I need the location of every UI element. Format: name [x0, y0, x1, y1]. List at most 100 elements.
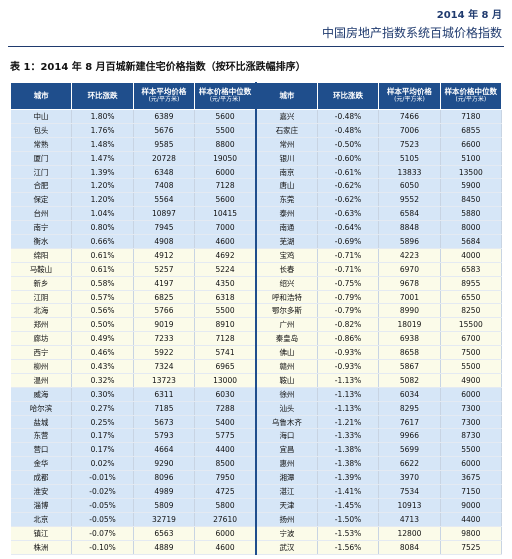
table-cell: 8096 [133, 470, 196, 486]
table-cell: 7128 [194, 331, 257, 347]
table-cell: 6825 [133, 290, 196, 305]
table-cell: 20728 [133, 151, 196, 166]
table-cell: 1.76% [71, 123, 134, 138]
table-cell: 5500 [194, 123, 257, 138]
table-cell: -0.79% [317, 303, 380, 319]
table-cell: -0.02% [71, 484, 134, 499]
column-header: 样本平均价格 (元/平方米) [378, 82, 441, 110]
table-cell: 10897 [133, 206, 196, 222]
table-cell: -1.56% [317, 540, 380, 555]
table-cell: 营口 [10, 442, 73, 458]
table-cell: -0.48% [317, 109, 380, 124]
table-cell: 4600 [194, 540, 257, 555]
header: 2014 年 8 月 中国房地产指数系统百城价格指数 [322, 6, 502, 41]
table-cell: 6348 [133, 165, 196, 180]
table-row: 南宁 0.80% 7945 7000 南通 -0.64% 8848 8000 [10, 220, 503, 236]
table-cell: 4400 [440, 512, 503, 527]
table-cell: 盐城 [10, 415, 73, 430]
table-cell: 6563 [133, 526, 196, 541]
table-cell: 保定 [10, 192, 73, 208]
table-cell: -1.21% [317, 415, 380, 430]
table-cell: 7525 [440, 540, 503, 555]
table-cell: 19050 [194, 151, 257, 166]
table-cell: 1.20% [71, 178, 134, 194]
table-cell: 江门 [10, 165, 73, 180]
table-cell: 威海 [10, 387, 73, 402]
table-cell: 8250 [440, 303, 503, 319]
table-cell: 4725 [194, 484, 257, 499]
table-cell: 东营 [10, 428, 73, 444]
table-cell: 0.02% [71, 456, 134, 472]
table-cell: 4692 [194, 248, 257, 263]
column-label: 样本平均价格 [141, 87, 187, 97]
table-cell: 银川 [254, 151, 318, 166]
table-cell: 8295 [378, 401, 441, 416]
table-cell: 宁波 [254, 526, 318, 541]
table-cell: -0.05% [71, 512, 134, 527]
table-row: 西宁 0.46% 5922 5741 佛山 -0.93% 8658 7500 [10, 345, 503, 361]
table-cell: 5809 [133, 498, 196, 513]
table-cell: 13833 [378, 165, 441, 180]
column-unit: (元/平方米) [455, 95, 487, 103]
table-cell: 包头 [10, 123, 73, 138]
table-cell: -1.13% [317, 387, 380, 402]
table-cell: 9019 [133, 317, 196, 333]
table-row: 株洲 -0.10% 4889 4600 武汉 -1.56% 8084 7525 [10, 540, 503, 555]
table-cell: 徐州 [254, 387, 318, 402]
table-cell: 7300 [440, 415, 503, 430]
table-cell: 南京 [254, 165, 318, 180]
table-cell: 8084 [378, 540, 441, 555]
table-row: 金华 0.02% 9290 8500 惠州 -1.38% 6622 6000 [10, 456, 503, 472]
report-title: 中国房地产指数系统百城价格指数 [321, 26, 502, 40]
table-cell: 6000 [440, 387, 503, 402]
table-row: 江门 1.39% 6348 6000 南京 -0.61% 13833 13500 [10, 165, 503, 180]
table-cell: 13723 [133, 373, 196, 388]
column-label: 城市 [279, 90, 295, 100]
table-cell: 6584 [378, 206, 441, 222]
table-cell: 5600 [194, 192, 257, 208]
table-cell: 5741 [194, 345, 257, 361]
table-row: 厦门 1.47% 20728 19050 银川 -0.60% 5105 5100 [10, 151, 503, 166]
table-row: 盐城 0.25% 5673 5400 乌鲁木齐 -1.21% 7617 7300 [10, 415, 503, 430]
table-cell: 哈尔滨 [10, 401, 73, 416]
table-cell: 7300 [440, 401, 503, 416]
table-cell: 汕头 [254, 401, 318, 416]
table-cell: 广州 [254, 317, 318, 333]
table-cell: 0.46% [71, 345, 134, 361]
table-cell: 乌鲁木齐 [254, 415, 318, 430]
table-cell: -0.50% [317, 137, 380, 152]
table-cell: 廊坊 [10, 331, 73, 347]
table-cell: 9966 [378, 428, 441, 444]
table-cell: 9552 [378, 192, 441, 208]
column-header: 样本平均价格 (元/平方米) [132, 82, 196, 110]
table-cell: 6050 [378, 178, 441, 194]
column-label: 样本价格中位数 [198, 87, 252, 97]
table-cell: 7185 [133, 401, 196, 416]
table-cell: 6938 [378, 331, 441, 347]
column-header: 样本价格中位数 (元/平方米) [439, 82, 503, 110]
table-row: 廊坊 0.49% 7233 7128 秦皇岛 -0.86% 6938 6700 [10, 331, 503, 347]
table-row: 衡水 0.66% 4908 4600 芜湖 -0.69% 5896 5684 [10, 234, 503, 249]
table-cell: 13000 [194, 373, 257, 388]
table-row: 成都 -0.01% 8096 7950 湘潭 -1.39% 3970 3675 [10, 470, 503, 486]
table-cell: -1.13% [317, 373, 380, 388]
table-cell: 5600 [194, 109, 257, 124]
table-cell: 5500 [440, 359, 503, 374]
table-cell: 5800 [194, 498, 257, 513]
table-row: 绵阳 0.61% 4912 4692 宝鸡 -0.71% 4223 4000 [10, 248, 503, 263]
table-cell: -1.39% [317, 470, 380, 486]
table-row: 威海 0.30% 6311 6030 徐州 -1.13% 6034 6000 [10, 387, 503, 402]
column-header: 城市 [9, 82, 73, 110]
column-header: 环比涨跌 [71, 82, 134, 110]
table-row: 江阴 0.57% 6825 6318 呼和浩特 -0.79% 7001 6550 [10, 290, 503, 305]
table-row: 常熟 1.48% 9585 8800 常州 -0.50% 7523 6600 [10, 137, 503, 152]
table-cell: -0.93% [317, 345, 380, 361]
table-cell: 1.80% [71, 109, 134, 124]
table-row: 淄博 -0.05% 5809 5800 天津 -1.45% 10913 9000 [10, 498, 503, 513]
table-cell: 南宁 [10, 220, 73, 236]
table-cell: 鄂尔多斯 [254, 303, 318, 319]
table-cell: 4350 [194, 276, 257, 291]
table-cell: -1.41% [317, 484, 380, 499]
column-label: 环比涨跌 [87, 90, 118, 100]
